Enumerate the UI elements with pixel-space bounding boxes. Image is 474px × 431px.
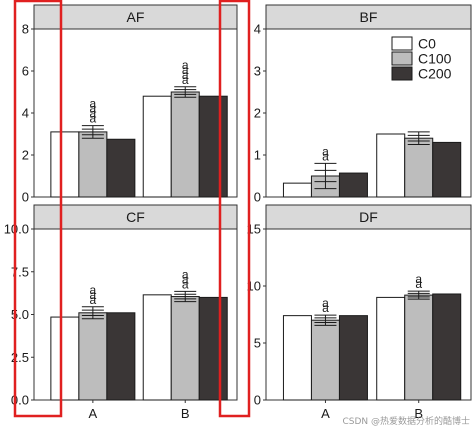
panel-title: BF	[360, 9, 378, 25]
bar-c100-b	[404, 137, 434, 198]
y-tick-label: 0	[22, 190, 29, 205]
y-tick-label: 8	[22, 22, 29, 37]
y-tick-label: 2	[22, 148, 29, 163]
significance-letter: a	[415, 272, 422, 286]
significance-letter: a	[182, 58, 189, 72]
panel-title: DF	[359, 209, 378, 225]
legend-swatch-c200	[391, 66, 413, 81]
significance-letter: a	[322, 149, 329, 163]
legend-swatch-c0	[391, 36, 413, 51]
y-tick-label: 1	[254, 148, 261, 163]
bar-c100-a	[78, 131, 108, 198]
bar-c0-b	[142, 294, 172, 401]
significance-letter: a	[90, 283, 97, 297]
highlight-box-right	[218, 0, 251, 418]
bar-c200-b	[432, 293, 462, 401]
watermark-text: CSDN @热爱数据分析的酷博士	[342, 417, 470, 427]
y-tick-label: 5.0	[11, 307, 29, 322]
significance-letter: a	[415, 277, 422, 291]
significance-letter: a	[90, 107, 97, 121]
strip-af	[33, 4, 238, 30]
significance-letter: a	[182, 277, 189, 291]
significance-letter: a	[182, 267, 189, 281]
bar-c100-b	[170, 91, 200, 198]
bar-c100-b	[404, 294, 434, 401]
x-tick-label: B	[414, 406, 423, 421]
bar-c0-a	[50, 316, 80, 401]
bar-c0-b	[376, 133, 406, 198]
legend-label: C0	[418, 36, 436, 52]
bar-c0-a	[282, 315, 312, 401]
significance-letter: a	[90, 293, 97, 307]
strip-df	[265, 204, 472, 230]
highlight-box-left	[13, 0, 63, 418]
bar-c200-a	[106, 312, 136, 401]
y-tick-label: 4	[22, 106, 29, 121]
bar-c200-b	[432, 141, 462, 198]
y-tick-label: 7.5	[11, 264, 29, 279]
panel-bf: BF 0 1 2 3 4 aa	[254, 4, 472, 205]
strip-cf	[33, 204, 238, 230]
y-tick-label: 0	[254, 190, 261, 205]
y-tick-label: 10.0	[4, 222, 29, 237]
significance-letter: a	[322, 301, 329, 315]
bar-c200-a	[338, 315, 368, 401]
bar-c100-a	[310, 319, 340, 401]
bar-c200-b	[198, 95, 228, 198]
bar-c200-a	[338, 172, 368, 198]
x-tick-label: A	[89, 406, 98, 421]
significance-letter: a	[182, 73, 189, 87]
significance-letter: a	[182, 272, 189, 286]
bar-c0-b	[142, 95, 172, 198]
bar-c0-a	[50, 131, 80, 198]
significance-letter: a	[182, 68, 189, 82]
significance-letter: a	[90, 112, 97, 126]
significance-letter: a	[322, 296, 329, 310]
strip-bf	[265, 4, 472, 30]
bar-c0-b	[376, 296, 406, 401]
panel-title: CF	[126, 209, 145, 225]
y-tick-label: 4	[254, 22, 261, 37]
x-tick-label: B	[181, 406, 190, 421]
x-tick-label: A	[321, 406, 330, 421]
legend-label: C100	[418, 51, 452, 67]
y-tick-label: 6	[22, 64, 29, 79]
legend-label: C200	[418, 66, 452, 82]
bar-c200-b	[198, 296, 228, 401]
panel-title: AF	[127, 9, 145, 25]
y-tick-label: 0	[254, 393, 261, 408]
y-tick-label: 5	[254, 336, 261, 351]
y-tick-label: 3	[254, 64, 261, 79]
significance-letter: a	[90, 97, 97, 111]
significance-letter: a	[322, 144, 329, 158]
significance-letter: a	[90, 102, 97, 116]
bar-c100-a	[78, 312, 108, 401]
significance-letter: a	[90, 288, 97, 302]
bar-c200-a	[106, 138, 136, 198]
y-tick-label: 2.5	[11, 350, 29, 365]
y-tick-label: 0.0	[11, 393, 29, 408]
significance-letter: a	[182, 63, 189, 77]
bar-c0-a	[282, 182, 312, 198]
y-tick-label: 2	[254, 106, 261, 121]
legend-swatch-c100	[391, 51, 413, 66]
bar-c100-b	[170, 296, 200, 401]
